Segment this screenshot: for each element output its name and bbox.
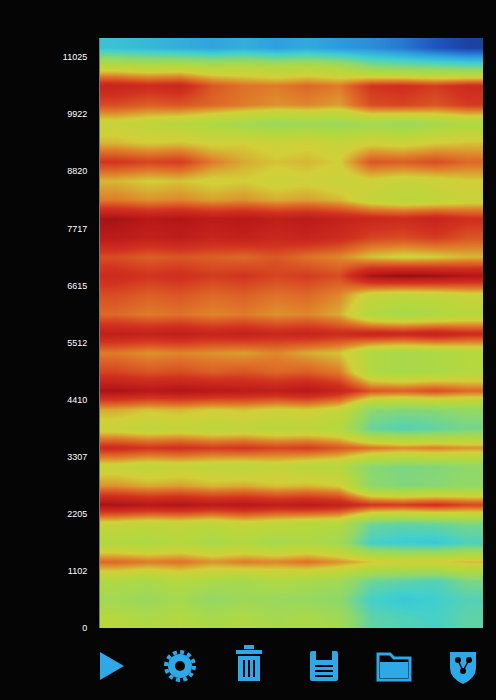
svg-text:9922: 9922 (67, 109, 87, 119)
svg-text:7717: 7717 (67, 224, 87, 234)
svg-text:3307: 3307 (67, 452, 87, 462)
svg-text:0: 0 (82, 623, 87, 633)
svg-text:11025: 11025 (63, 52, 87, 62)
svg-text:8820: 8820 (67, 166, 87, 176)
svg-text:1102: 1102 (68, 566, 87, 576)
svg-text:4410: 4410 (67, 395, 87, 405)
svg-text:5512: 5512 (67, 338, 87, 348)
svg-text:6615: 6615 (67, 281, 87, 291)
svg-text:2205: 2205 (67, 509, 87, 519)
